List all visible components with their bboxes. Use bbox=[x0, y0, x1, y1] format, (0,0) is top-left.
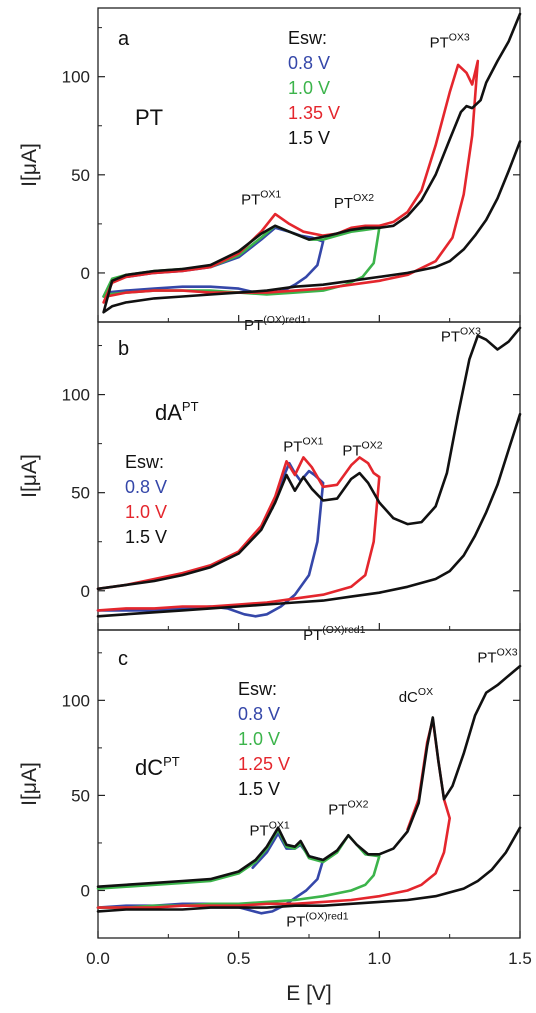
annotation-sup: OX2 bbox=[362, 439, 383, 451]
annotation-base: PT bbox=[241, 191, 260, 208]
panel-title-sup: PT bbox=[182, 399, 199, 414]
legend-entry: 1.0 V bbox=[288, 78, 330, 98]
x-axis-label: E [V] bbox=[286, 982, 332, 1005]
y-tick-label: 100 bbox=[62, 691, 90, 710]
annotation-sup: OX3 bbox=[497, 646, 518, 658]
peak-annotation: PT(OX)red1 bbox=[286, 911, 349, 931]
legend-entry: 0.8 V bbox=[125, 477, 167, 497]
panel-a: 0 50 100 I[μA] a PT Esw: 0.8 V 1.0 V 1.35 V 1.5 V P… bbox=[18, 7, 522, 334]
peak-annotation: PTOX1 bbox=[241, 188, 281, 208]
panel-letter: c bbox=[118, 648, 128, 670]
legend-title: Esw: bbox=[125, 452, 164, 472]
annotation-sup: OX1 bbox=[269, 819, 290, 831]
annotation-sup: (OX)red1 bbox=[305, 911, 348, 923]
series-line-1-0-V bbox=[96, 828, 381, 909]
peak-annotation: PTOX3 bbox=[477, 646, 517, 666]
annotation-sup: OX2 bbox=[353, 192, 374, 204]
annotation-base: PT bbox=[250, 822, 269, 839]
peak-annotation: PT(OX)red1 bbox=[244, 314, 307, 334]
annotation-base: PT bbox=[328, 801, 347, 818]
peak-annotation: PTOX2 bbox=[328, 798, 368, 818]
y-axis-label: I[μA] bbox=[18, 762, 41, 806]
legend-entry: 1.5 V bbox=[125, 527, 167, 547]
series-line-1-5-V bbox=[96, 664, 522, 913]
legend-entry: 1.35 V bbox=[288, 103, 340, 123]
legend-title: Esw: bbox=[238, 679, 277, 699]
annotation-base: PT bbox=[283, 438, 302, 455]
y-axis-label: I[μA] bbox=[18, 454, 41, 498]
annotation-base: PT bbox=[342, 442, 361, 459]
peak-annotation: PT(OX)red1 bbox=[303, 624, 366, 644]
legend-title: Esw: bbox=[288, 28, 327, 48]
panel-title-base: dA bbox=[155, 400, 182, 425]
plot-frame bbox=[97, 321, 521, 631]
annotation-sup: OX3 bbox=[449, 31, 470, 43]
peak-annotation: PTOX2 bbox=[334, 192, 374, 212]
legend-entry: 1.0 V bbox=[238, 729, 280, 749]
legend-entry: 0.8 V bbox=[238, 704, 280, 724]
annotation-sup: OX bbox=[418, 686, 433, 698]
y-tick-label: 0 bbox=[81, 264, 90, 283]
legend-entry: 1.5 V bbox=[288, 128, 330, 148]
annotation-sup: OX1 bbox=[260, 188, 281, 200]
panel-title-base: dC bbox=[135, 755, 163, 780]
y-tick-label: 50 bbox=[71, 484, 90, 503]
y-tick-label: 0 bbox=[81, 881, 90, 900]
annotation-sup: OX2 bbox=[347, 798, 368, 810]
annotation-base: PT bbox=[303, 627, 322, 644]
series-line-1-5-V bbox=[96, 326, 522, 618]
annotation-sup: OX1 bbox=[302, 435, 323, 447]
annotation-base: PT bbox=[477, 649, 496, 666]
x-tick-label: 0.0 bbox=[86, 949, 110, 968]
annotation-base: PT bbox=[244, 317, 263, 334]
peak-annotation: PTOX1 bbox=[250, 819, 290, 839]
annotation-base: PT bbox=[430, 34, 449, 51]
series-line-0-8-V bbox=[96, 461, 325, 618]
x-tick-label: 1.0 bbox=[368, 949, 392, 968]
annotation-sup: OX3 bbox=[460, 326, 481, 338]
x-tick-label: 1.5 bbox=[508, 949, 532, 968]
panel-title-base: PT bbox=[135, 105, 163, 130]
peak-annotation: PTOX2 bbox=[342, 439, 382, 459]
panel-letter: a bbox=[118, 28, 130, 50]
panel-title: PT bbox=[135, 105, 163, 130]
legend-entry: 1.0 V bbox=[125, 502, 167, 522]
y-tick-label: 50 bbox=[71, 166, 90, 185]
peak-annotation: PTOX1 bbox=[283, 435, 323, 455]
panel-title-sup: PT bbox=[163, 754, 180, 769]
y-tick-label: 100 bbox=[62, 386, 90, 405]
peak-annotation: PTOX3 bbox=[430, 31, 470, 51]
y-tick-label: 0 bbox=[81, 582, 90, 601]
peak-annotation: PTOX3 bbox=[441, 326, 481, 346]
annotation-base: PT bbox=[286, 914, 305, 931]
panel-title: dCPT bbox=[135, 754, 180, 780]
annotation-sup: (OX)red1 bbox=[263, 314, 306, 326]
legend-entry: 0.8 V bbox=[288, 53, 330, 73]
series-line-1-0-V bbox=[96, 456, 381, 612]
x-tick-label: 0.5 bbox=[227, 949, 251, 968]
peak-annotation: dCOX bbox=[399, 686, 433, 706]
annotation-base: PT bbox=[334, 195, 353, 212]
panel-letter: b bbox=[118, 338, 129, 360]
y-tick-label: 50 bbox=[71, 786, 90, 805]
y-tick-label: 100 bbox=[62, 68, 90, 87]
y-axis-label: I[μA] bbox=[18, 143, 41, 187]
annotation-base: PT bbox=[441, 329, 460, 346]
legend-entry: 1.5 V bbox=[238, 779, 280, 799]
legend-entry: 1.25 V bbox=[238, 754, 290, 774]
series-line-1-5-V bbox=[102, 12, 522, 314]
annotation-base: dC bbox=[399, 689, 418, 706]
panel-title: dAPT bbox=[155, 399, 199, 425]
